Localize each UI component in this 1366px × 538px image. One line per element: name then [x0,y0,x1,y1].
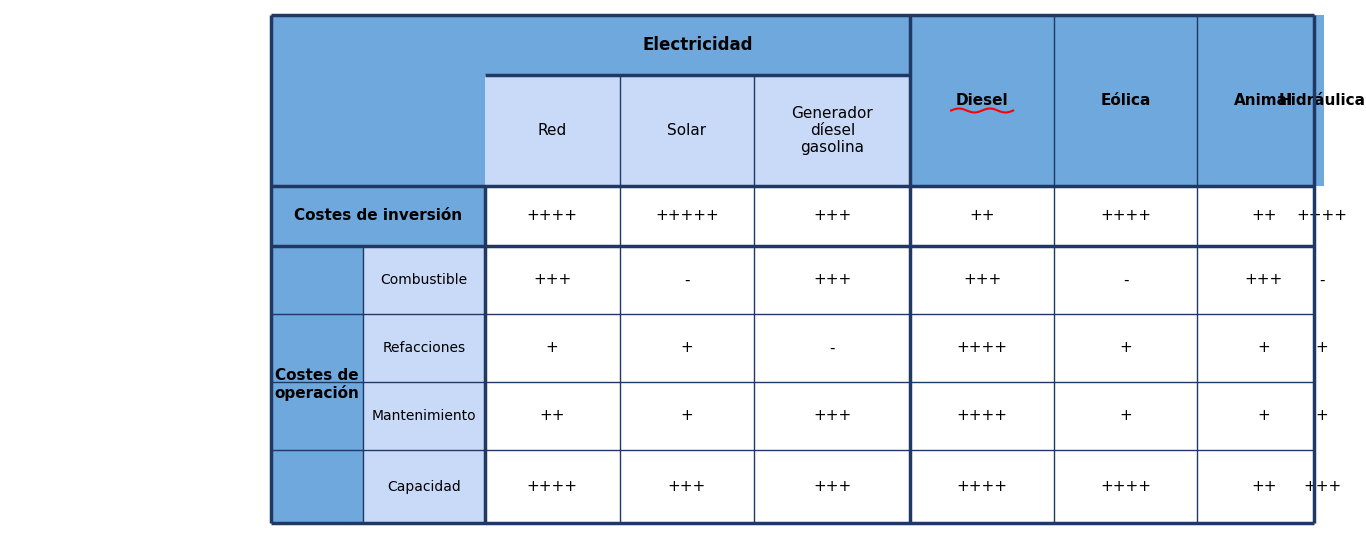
Text: -: - [684,273,690,287]
Text: +++: +++ [1244,273,1283,287]
Text: Costes de inversión: Costes de inversión [294,209,462,223]
Bar [272,246,362,523]
Bar [362,314,485,382]
Text: +++: +++ [1303,479,1341,494]
Text: Capacidad: Capacidad [387,479,460,493]
Text: ++++: ++++ [1296,209,1347,223]
Bar [1055,314,1198,382]
Text: +++: +++ [668,479,706,494]
Bar [620,246,754,314]
Text: ++++: ++++ [527,479,578,494]
Bar [485,186,620,246]
Bar [1314,450,1330,523]
Text: +: + [680,341,694,356]
Bar [910,450,1055,523]
Bar [754,382,910,450]
Bar [1198,186,1330,246]
Text: Hidráulica: Hidráulica [1279,93,1366,108]
Bar [1314,246,1330,314]
Bar [1198,450,1330,523]
Text: +++: +++ [813,479,851,494]
Text: Combustible: Combustible [380,273,467,287]
Text: +: + [1315,408,1328,423]
Text: ++++: ++++ [1100,479,1152,494]
Text: Solar: Solar [668,123,706,138]
Bar [362,246,485,314]
Text: ++++: ++++ [956,341,1008,356]
Bar [754,75,910,186]
Bar [1055,186,1198,246]
Text: ++++: ++++ [1100,209,1152,223]
Bar [362,382,485,450]
Bar [1198,314,1330,382]
Bar [754,314,910,382]
Bar [910,246,1055,314]
Text: +: + [1119,408,1132,423]
Text: ++: ++ [1251,479,1277,494]
Text: +++: +++ [813,209,851,223]
Text: ++++: ++++ [956,408,1008,423]
Text: Electricidad: Electricidad [642,36,753,54]
Bar [1314,314,1330,382]
Text: +: + [1119,341,1132,356]
Bar [272,15,485,186]
Bar [910,314,1055,382]
Bar [485,382,620,450]
Bar [910,186,1055,246]
Bar [1055,450,1198,523]
Text: +: + [546,341,559,356]
Bar [1055,246,1198,314]
Text: ++: ++ [970,209,994,223]
Bar [754,450,910,523]
Bar [1314,186,1330,246]
Text: +++: +++ [813,408,851,423]
Bar [754,246,910,314]
Bar [272,186,485,246]
Text: Red: Red [538,123,567,138]
Bar [1198,246,1330,314]
Bar [1314,382,1330,450]
Text: +++: +++ [813,273,851,287]
Bar [1055,382,1198,450]
Bar [485,314,620,382]
Text: +: + [1258,341,1270,356]
Text: -: - [829,341,835,356]
Bar [485,450,620,523]
Text: Eólica: Eólica [1101,93,1152,108]
Text: Generador
díesel
gasolina: Generador díesel gasolina [791,105,873,155]
Bar [1198,15,1330,186]
Text: ++: ++ [540,408,566,423]
Text: Refacciones: Refacciones [382,341,466,355]
Text: +++: +++ [533,273,571,287]
Text: +++++: +++++ [656,209,719,223]
Bar [620,314,754,382]
Bar [1314,15,1330,186]
Text: Diesel: Diesel [956,93,1008,108]
Bar [362,450,485,523]
Text: +: + [1315,341,1328,356]
Text: +: + [1258,408,1270,423]
Bar [1198,382,1330,450]
Text: ++++: ++++ [956,479,1008,494]
Text: +++: +++ [963,273,1001,287]
Bar [485,75,620,186]
Bar [485,246,620,314]
Text: -: - [1320,273,1325,287]
Text: ++++: ++++ [527,209,578,223]
Bar [620,75,754,186]
Bar [910,382,1055,450]
Bar [1055,15,1198,186]
Text: ++: ++ [1251,209,1277,223]
Bar [485,15,910,75]
Bar [620,186,754,246]
Text: Animal: Animal [1235,93,1294,108]
Text: Mantenimiento: Mantenimiento [372,409,475,423]
Bar [754,186,910,246]
Bar [620,450,754,523]
Bar [620,382,754,450]
Text: +: + [680,408,694,423]
Text: -: - [1123,273,1128,287]
Bar [910,15,1055,186]
Text: Costes de
operación: Costes de operación [275,367,359,401]
